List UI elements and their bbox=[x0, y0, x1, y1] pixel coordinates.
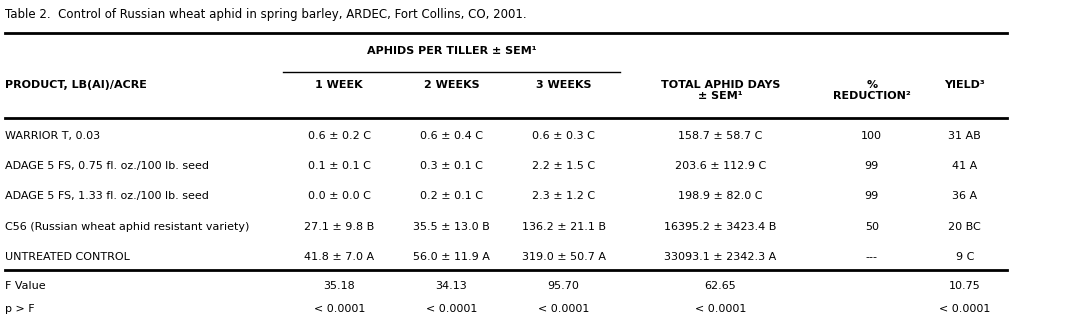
Text: 9 C: 9 C bbox=[956, 252, 974, 262]
Text: YIELD³: YIELD³ bbox=[944, 80, 986, 90]
Text: 41.8 ± 7.0 A: 41.8 ± 7.0 A bbox=[304, 252, 375, 262]
Text: < 0.0001: < 0.0001 bbox=[314, 304, 365, 314]
Text: 136.2 ± 21.1 B: 136.2 ± 21.1 B bbox=[522, 222, 605, 232]
Text: 10.75: 10.75 bbox=[949, 281, 981, 291]
Text: 50: 50 bbox=[865, 222, 879, 232]
Text: 100: 100 bbox=[861, 131, 882, 141]
Text: %
REDUCTION²: % REDUCTION² bbox=[833, 80, 910, 101]
Text: 62.65: 62.65 bbox=[705, 281, 736, 291]
Text: 95.70: 95.70 bbox=[548, 281, 579, 291]
Text: 99: 99 bbox=[865, 161, 879, 171]
Text: 27.1 ± 9.8 B: 27.1 ± 9.8 B bbox=[304, 222, 375, 232]
Text: 33093.1 ± 2342.3 A: 33093.1 ± 2342.3 A bbox=[664, 252, 776, 262]
Text: UNTREATED CONTROL: UNTREATED CONTROL bbox=[5, 252, 131, 262]
Text: ADAGE 5 FS, 1.33 fl. oz./100 lb. seed: ADAGE 5 FS, 1.33 fl. oz./100 lb. seed bbox=[5, 191, 209, 201]
Text: < 0.0001: < 0.0001 bbox=[939, 304, 991, 314]
Text: < 0.0001: < 0.0001 bbox=[538, 304, 589, 314]
Text: Table 2.  Control of Russian wheat aphid in spring barley, ARDEC, Fort Collins, : Table 2. Control of Russian wheat aphid … bbox=[5, 8, 527, 21]
Text: 0.2 ± 0.1 C: 0.2 ± 0.1 C bbox=[420, 191, 482, 201]
Text: ADAGE 5 FS, 0.75 fl. oz./100 lb. seed: ADAGE 5 FS, 0.75 fl. oz./100 lb. seed bbox=[5, 161, 209, 171]
Text: 319.0 ± 50.7 A: 319.0 ± 50.7 A bbox=[522, 252, 605, 262]
Text: 0.3 ± 0.1 C: 0.3 ± 0.1 C bbox=[420, 161, 482, 171]
Text: 16395.2 ± 3423.4 B: 16395.2 ± 3423.4 B bbox=[664, 222, 776, 232]
Text: 99: 99 bbox=[865, 191, 879, 201]
Text: 203.6 ± 112.9 C: 203.6 ± 112.9 C bbox=[675, 161, 766, 171]
Text: 34.13: 34.13 bbox=[436, 281, 467, 291]
Text: 2.3 ± 1.2 C: 2.3 ± 1.2 C bbox=[533, 191, 595, 201]
Text: 36 A: 36 A bbox=[952, 191, 978, 201]
Text: 41 A: 41 A bbox=[952, 161, 978, 171]
Text: 35.18: 35.18 bbox=[323, 281, 355, 291]
Text: 0.6 ± 0.3 C: 0.6 ± 0.3 C bbox=[533, 131, 595, 141]
Text: C56 (Russian wheat aphid resistant variety): C56 (Russian wheat aphid resistant varie… bbox=[5, 222, 249, 232]
Text: 56.0 ± 11.9 A: 56.0 ± 11.9 A bbox=[413, 252, 490, 262]
Text: TOTAL APHID DAYS
± SEM¹: TOTAL APHID DAYS ± SEM¹ bbox=[661, 80, 780, 101]
Text: APHIDS PER TILLER ± SEM¹: APHIDS PER TILLER ± SEM¹ bbox=[367, 46, 536, 56]
Text: 20 BC: 20 BC bbox=[949, 222, 981, 232]
Text: 3 WEEKS: 3 WEEKS bbox=[536, 80, 591, 90]
Text: 2 WEEKS: 2 WEEKS bbox=[424, 80, 479, 90]
Text: 31 AB: 31 AB bbox=[949, 131, 981, 141]
Text: ---: --- bbox=[866, 252, 878, 262]
Text: WARRIOR T, 0.03: WARRIOR T, 0.03 bbox=[5, 131, 100, 141]
Text: PRODUCT, LB(AI)/ACRE: PRODUCT, LB(AI)/ACRE bbox=[5, 80, 147, 90]
Text: 0.6 ± 0.2 C: 0.6 ± 0.2 C bbox=[308, 131, 370, 141]
Text: p > F: p > F bbox=[5, 304, 35, 314]
Text: 198.9 ± 82.0 C: 198.9 ± 82.0 C bbox=[678, 191, 762, 201]
Text: F Value: F Value bbox=[5, 281, 46, 291]
Text: 35.5 ± 13.0 B: 35.5 ± 13.0 B bbox=[413, 222, 490, 232]
Text: 0.1 ± 0.1 C: 0.1 ± 0.1 C bbox=[308, 161, 370, 171]
Text: < 0.0001: < 0.0001 bbox=[426, 304, 477, 314]
Text: 0.6 ± 0.4 C: 0.6 ± 0.4 C bbox=[420, 131, 482, 141]
Text: < 0.0001: < 0.0001 bbox=[695, 304, 746, 314]
Text: 1 WEEK: 1 WEEK bbox=[316, 80, 363, 90]
Text: 2.2 ± 1.5 C: 2.2 ± 1.5 C bbox=[533, 161, 595, 171]
Text: 158.7 ± 58.7 C: 158.7 ± 58.7 C bbox=[678, 131, 762, 141]
Text: 0.0 ± 0.0 C: 0.0 ± 0.0 C bbox=[308, 191, 370, 201]
